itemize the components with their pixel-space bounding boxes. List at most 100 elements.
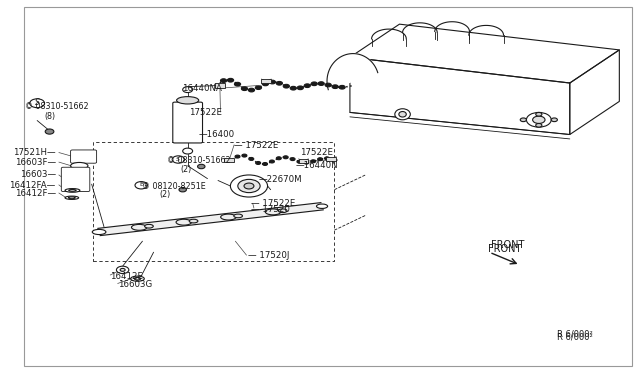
Circle shape — [325, 83, 332, 87]
Circle shape — [220, 79, 227, 83]
Text: 16412F—: 16412F— — [15, 189, 56, 198]
Ellipse shape — [65, 189, 80, 192]
Circle shape — [284, 156, 288, 159]
Text: R 6/000²: R 6/000² — [557, 330, 593, 339]
Ellipse shape — [395, 109, 410, 120]
Circle shape — [116, 266, 129, 273]
Circle shape — [234, 82, 241, 86]
Ellipse shape — [189, 219, 198, 223]
Circle shape — [297, 160, 302, 163]
Circle shape — [262, 163, 268, 166]
Circle shape — [304, 161, 309, 164]
Circle shape — [269, 160, 275, 163]
Circle shape — [520, 118, 527, 122]
Ellipse shape — [278, 209, 287, 213]
Circle shape — [29, 99, 45, 108]
Ellipse shape — [134, 278, 141, 280]
Ellipse shape — [68, 189, 76, 191]
Polygon shape — [350, 57, 570, 135]
Circle shape — [238, 179, 260, 193]
Circle shape — [244, 183, 254, 189]
Circle shape — [536, 112, 542, 116]
Bar — [326, 157, 336, 161]
Bar — [224, 158, 234, 163]
Text: © 08310-51662: © 08310-51662 — [25, 102, 88, 112]
Circle shape — [248, 88, 255, 92]
Circle shape — [230, 175, 268, 197]
Text: (8): (8) — [45, 112, 56, 121]
Circle shape — [311, 82, 317, 86]
Circle shape — [172, 156, 184, 163]
Text: 17521H—: 17521H— — [13, 148, 56, 157]
Text: —16440N: —16440N — [296, 161, 339, 170]
Circle shape — [255, 86, 262, 90]
Circle shape — [182, 148, 193, 154]
FancyBboxPatch shape — [70, 150, 97, 163]
Polygon shape — [98, 203, 323, 235]
Ellipse shape — [68, 197, 76, 199]
Ellipse shape — [316, 204, 328, 208]
Ellipse shape — [131, 276, 144, 281]
Bar — [215, 83, 225, 88]
Ellipse shape — [70, 163, 88, 169]
Circle shape — [317, 158, 323, 161]
Polygon shape — [350, 24, 620, 83]
Polygon shape — [570, 50, 620, 135]
Circle shape — [536, 124, 542, 127]
Circle shape — [198, 164, 205, 169]
Circle shape — [311, 160, 316, 163]
Bar — [261, 79, 271, 83]
Text: FRONT: FRONT — [488, 244, 522, 254]
Circle shape — [249, 157, 253, 160]
Circle shape — [339, 86, 345, 89]
Circle shape — [276, 157, 282, 160]
Text: 16603F—: 16603F— — [15, 158, 56, 167]
Polygon shape — [327, 54, 378, 90]
Ellipse shape — [234, 214, 243, 218]
Circle shape — [290, 86, 296, 90]
Circle shape — [135, 182, 147, 189]
Circle shape — [227, 78, 234, 82]
Text: ® 08120-8251E: ® 08120-8251E — [143, 182, 206, 190]
Ellipse shape — [399, 112, 406, 117]
Text: —22670M: —22670M — [259, 175, 303, 184]
Ellipse shape — [176, 219, 191, 225]
Circle shape — [297, 86, 303, 90]
Text: S: S — [35, 98, 40, 108]
Ellipse shape — [145, 224, 154, 228]
Text: 16412E: 16412E — [110, 272, 143, 280]
Text: 16412FA—: 16412FA— — [10, 181, 56, 190]
Circle shape — [324, 157, 330, 160]
Ellipse shape — [92, 230, 106, 235]
Circle shape — [276, 81, 282, 85]
Circle shape — [256, 161, 260, 164]
Circle shape — [532, 116, 545, 124]
Ellipse shape — [177, 97, 198, 104]
Circle shape — [269, 80, 275, 84]
Circle shape — [290, 158, 295, 161]
Text: — 17520: — 17520 — [252, 205, 291, 214]
Circle shape — [284, 84, 289, 88]
Ellipse shape — [131, 224, 147, 230]
Circle shape — [527, 112, 551, 127]
Text: R 6/000²: R 6/000² — [557, 332, 593, 341]
Text: —16400: —16400 — [198, 130, 234, 139]
Ellipse shape — [221, 214, 236, 220]
Text: (2): (2) — [160, 190, 171, 199]
Text: S: S — [177, 157, 180, 162]
Circle shape — [304, 84, 310, 87]
Text: (2): (2) — [181, 165, 192, 174]
Text: © 08310-51662: © 08310-51662 — [167, 157, 231, 166]
Circle shape — [242, 154, 247, 157]
Circle shape — [551, 118, 557, 122]
Ellipse shape — [265, 209, 281, 215]
Text: — 17522E: — 17522E — [252, 199, 296, 208]
Circle shape — [332, 85, 339, 89]
Text: 16440NA: 16440NA — [182, 84, 221, 93]
FancyBboxPatch shape — [61, 167, 90, 192]
Text: FRONT: FRONT — [490, 240, 524, 250]
Text: 17522E: 17522E — [300, 148, 333, 157]
Text: 17522E: 17522E — [189, 108, 221, 117]
Bar — [298, 159, 308, 163]
Circle shape — [179, 187, 186, 192]
